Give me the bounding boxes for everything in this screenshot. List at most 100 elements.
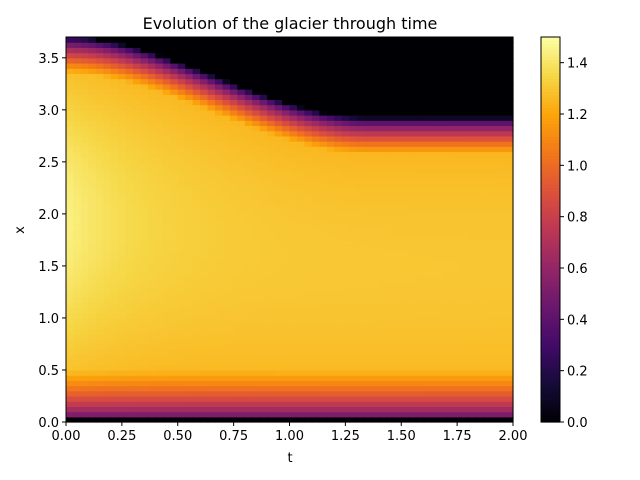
heatmap-cell	[125, 167, 134, 173]
heatmap-cell	[460, 271, 469, 277]
heatmap-cell	[95, 115, 104, 121]
heatmap-cell	[423, 187, 432, 194]
heatmap-cell	[498, 78, 507, 85]
heatmap-cell	[296, 203, 305, 210]
heatmap-cell	[282, 385, 291, 392]
heatmap-cell	[498, 161, 507, 168]
heatmap-cell	[498, 328, 507, 335]
heatmap-cell	[147, 338, 156, 345]
colorbar-segment	[541, 229, 560, 234]
heatmap-cell	[393, 229, 402, 236]
heatmap-cell	[505, 177, 514, 184]
heatmap-cell	[237, 307, 246, 314]
heatmap-cell	[356, 333, 365, 340]
heatmap-cell	[378, 380, 387, 387]
heatmap-cell	[215, 37, 224, 43]
heatmap-cell	[296, 37, 305, 43]
heatmap-cell	[423, 302, 432, 309]
heatmap-cell	[177, 411, 186, 418]
heatmap-cell	[289, 317, 298, 324]
colorbar-segment	[541, 165, 560, 170]
heatmap-cell	[88, 224, 97, 231]
heatmap-cell	[431, 193, 440, 199]
heatmap-cell	[229, 125, 238, 132]
heatmap-cell	[364, 380, 373, 387]
heatmap-cell	[95, 411, 104, 418]
heatmap-cell	[252, 63, 261, 69]
heatmap-cell	[468, 135, 477, 142]
colorbar-segment	[541, 152, 560, 157]
heatmap-cell	[244, 281, 253, 288]
heatmap-cell	[401, 302, 410, 309]
heatmap-cell	[147, 52, 156, 59]
heatmap-cell	[215, 245, 224, 251]
heatmap-cell	[341, 307, 350, 314]
heatmap-cell	[483, 328, 492, 335]
heatmap-cell	[133, 380, 142, 387]
heatmap-cell	[341, 312, 350, 319]
heatmap-cell	[498, 229, 507, 236]
colorbar-segment	[541, 91, 560, 96]
heatmap-cell	[222, 281, 231, 288]
heatmap-cell	[73, 78, 82, 85]
heatmap-cell	[267, 395, 276, 402]
heatmap-cell	[207, 416, 216, 423]
heatmap-cell	[110, 161, 119, 168]
heatmap-cell	[393, 416, 402, 423]
heatmap-cell	[147, 99, 156, 106]
heatmap-cell	[215, 57, 224, 64]
heatmap-cell	[274, 385, 283, 392]
heatmap-cell	[378, 125, 387, 132]
heatmap-cell	[192, 198, 201, 205]
heatmap-cell	[408, 406, 417, 413]
heatmap-cell	[296, 375, 305, 381]
heatmap-cell	[267, 302, 276, 309]
heatmap-cell	[408, 281, 417, 288]
heatmap-cell	[498, 411, 507, 418]
heatmap-cell	[237, 416, 246, 423]
heatmap-cell	[155, 255, 164, 262]
heatmap-cell	[349, 375, 358, 381]
heatmap-cell	[192, 271, 201, 277]
heatmap-cell	[334, 156, 343, 163]
heatmap-cell	[356, 260, 365, 267]
heatmap-cell	[133, 161, 142, 168]
heatmap-cell	[185, 208, 194, 215]
heatmap-cell	[408, 338, 417, 345]
heatmap-cell	[460, 83, 469, 90]
heatmap-cell	[140, 94, 149, 101]
colorbar-segment	[541, 373, 560, 378]
heatmap-cell	[259, 120, 268, 127]
heatmap-cell	[475, 265, 484, 272]
heatmap-cell	[483, 234, 492, 241]
heatmap-cell	[267, 203, 276, 210]
heatmap-cell	[401, 151, 410, 158]
heatmap-cell	[326, 73, 335, 80]
heatmap-cell	[356, 364, 365, 371]
heatmap-cell	[319, 245, 328, 251]
heatmap-cell	[274, 245, 283, 251]
heatmap-cell	[170, 260, 179, 267]
heatmap-cell	[334, 307, 343, 314]
heatmap-cell	[326, 130, 335, 137]
heatmap-cell	[483, 37, 492, 43]
heatmap-cell	[155, 406, 164, 413]
heatmap-cell	[408, 94, 417, 101]
heatmap-cell	[110, 359, 119, 366]
heatmap-cell	[237, 156, 246, 163]
heatmap-cell	[401, 52, 410, 59]
heatmap-cell	[364, 68, 373, 75]
heatmap-cell	[438, 146, 447, 153]
heatmap-cell	[483, 120, 492, 127]
heatmap-cell	[393, 167, 402, 173]
heatmap-cell	[460, 364, 469, 371]
heatmap-cell	[244, 302, 253, 309]
heatmap-cell	[155, 213, 164, 220]
heatmap-cell	[304, 52, 313, 59]
heatmap-cell	[110, 182, 119, 189]
heatmap-cell	[505, 125, 514, 132]
heatmap-cell	[125, 130, 134, 137]
heatmap-cell	[162, 130, 171, 137]
colorbar-tick-label: 0.8	[567, 211, 588, 226]
heatmap-cell	[341, 52, 350, 59]
